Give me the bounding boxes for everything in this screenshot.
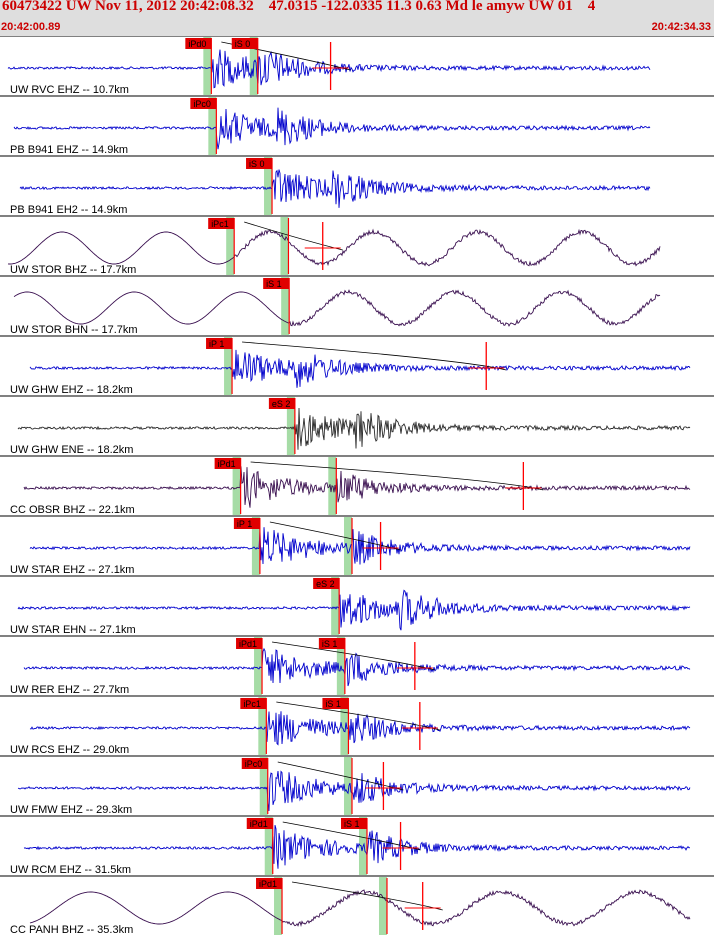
- waveform-trace: [23, 647, 691, 687]
- pick-window: [232, 457, 241, 515]
- pick-label-box[interactable]: [214, 458, 241, 469]
- pick-label: iS 0: [235, 39, 251, 49]
- pick-window: [331, 577, 340, 635]
- station-label: PB B941 EHZ -- 14.9km: [10, 144, 128, 156]
- event-header: 60473422 UW Nov 11, 2012 20:42:08.32 47.…: [0, 0, 714, 36]
- pick-label: iPc1: [211, 219, 229, 229]
- pick-label: iPd1: [259, 879, 277, 889]
- pick-window: [224, 337, 233, 395]
- waveform-trace: [29, 527, 691, 565]
- pick-label: iPd1: [218, 459, 236, 469]
- pick-window: [340, 697, 349, 755]
- waveform-trace: [7, 228, 661, 267]
- pick-label: iS 1: [322, 639, 338, 649]
- pick-label-box[interactable]: [233, 518, 260, 529]
- pick-window: [264, 157, 273, 215]
- pick-window: [259, 757, 268, 815]
- start-time: 20:42:00.89: [1, 21, 61, 33]
- pick-label-box[interactable]: [318, 638, 345, 649]
- pick-window: [258, 697, 267, 755]
- pick-window: [274, 877, 283, 935]
- pick-label-box[interactable]: [240, 698, 267, 709]
- waveform-trace: [29, 349, 691, 388]
- pick-label: iPd1: [239, 639, 257, 649]
- pick-label-box[interactable]: [241, 758, 268, 769]
- pick-label-box[interactable]: [268, 398, 295, 409]
- pick-label-box[interactable]: [231, 38, 258, 49]
- pick-label-box[interactable]: [322, 698, 349, 709]
- station-label: UW STAR EHZ -- 27.1km: [10, 564, 134, 576]
- station-label: UW STAR EHN -- 27.1km: [10, 624, 136, 636]
- coda-curve: [291, 881, 443, 911]
- waveform-trace: [29, 711, 691, 746]
- pick-label: iS 1: [325, 699, 341, 709]
- station-label: UW RER EHZ -- 27.7km: [10, 684, 129, 696]
- pick-label: iS 1: [344, 819, 360, 829]
- pick-window: [286, 397, 295, 455]
- waveform-trace: [13, 107, 651, 150]
- pick-window: [264, 817, 273, 875]
- station-label: UW RCM EHZ -- 31.5km: [10, 864, 131, 876]
- coda-curve: [271, 641, 435, 671]
- pick-window: [254, 637, 263, 695]
- pick-label-box[interactable]: [246, 158, 273, 169]
- station-label: UW RVC EHZ -- 10.7km: [10, 84, 129, 96]
- pick-label-box[interactable]: [246, 818, 273, 829]
- pick-label: iPd1: [250, 819, 268, 829]
- pick-label-box[interactable]: [340, 818, 367, 829]
- pick-label-box[interactable]: [313, 578, 340, 589]
- pick-label-box[interactable]: [206, 338, 233, 349]
- pick-window: [226, 217, 235, 275]
- pick-window: [344, 517, 353, 575]
- pick-window: [344, 757, 353, 815]
- pick-window: [378, 877, 387, 935]
- pick-label: iS 1: [266, 279, 282, 289]
- station-label: UW GHW EHZ -- 18.2km: [10, 384, 133, 396]
- waveform-trace: [7, 49, 651, 89]
- waveform-trace: [19, 169, 651, 208]
- waveform-trace: [13, 289, 661, 327]
- event-title: 60473422 UW Nov 11, 2012 20:42:08.32 47.…: [2, 0, 596, 14]
- pick-label: iPd0: [188, 39, 206, 49]
- pick-label: eS 2: [316, 579, 335, 589]
- pick-label-box[interactable]: [190, 98, 217, 109]
- pick-label-box[interactable]: [263, 278, 290, 289]
- pick-label: iP 1: [209, 339, 224, 349]
- pick-label-box[interactable]: [256, 878, 283, 889]
- pick-label: iPc0: [245, 759, 263, 769]
- pick-window: [208, 97, 217, 155]
- station-label: CC OBSR BHZ -- 22.1km: [10, 504, 135, 516]
- station-label: UW GHW ENE -- 18.2km: [10, 444, 133, 456]
- waveform-panel[interactable]: iPd0 iS 0 UW RVC EHZ -- 10.7km iPc0 PB B941 …: [0, 36, 714, 938]
- station-label: UW FMW EHZ -- 29.3km: [10, 804, 132, 816]
- waveform-trace: [23, 466, 691, 508]
- pick-window: [280, 217, 289, 275]
- end-time: 20:42:34.33: [651, 21, 711, 33]
- pick-label-box[interactable]: [236, 638, 263, 649]
- coda-curve: [242, 341, 507, 371]
- pick-label: iPc1: [243, 699, 261, 709]
- waveform-trace: [17, 770, 691, 811]
- waveform-trace: [17, 589, 691, 631]
- waveform-trace: [29, 889, 691, 927]
- station-label: CC PANH BHZ -- 35.3km: [10, 924, 133, 936]
- pick-window: [203, 37, 212, 95]
- pick-label: iS 0: [249, 159, 265, 169]
- pick-label-box[interactable]: [208, 218, 235, 229]
- pick-window: [281, 277, 290, 335]
- station-label: PB B941 EH2 -- 14.9km: [10, 204, 127, 216]
- pick-label: iPc0: [193, 99, 211, 109]
- waveform-trace: [23, 824, 691, 869]
- coda-curve: [250, 461, 544, 491]
- station-label: UW STOR BHZ -- 17.7km: [10, 264, 136, 276]
- station-label: UW STOR BHN -- 17.7km: [10, 324, 138, 336]
- pick-label: eS 2: [272, 399, 291, 409]
- waveform-trace: [17, 407, 691, 450]
- pick-window: [251, 517, 260, 575]
- pick-label: iP 1: [237, 519, 252, 529]
- station-label: UW RCS EHZ -- 29.0km: [10, 744, 129, 756]
- pick-label-box[interactable]: [185, 38, 212, 49]
